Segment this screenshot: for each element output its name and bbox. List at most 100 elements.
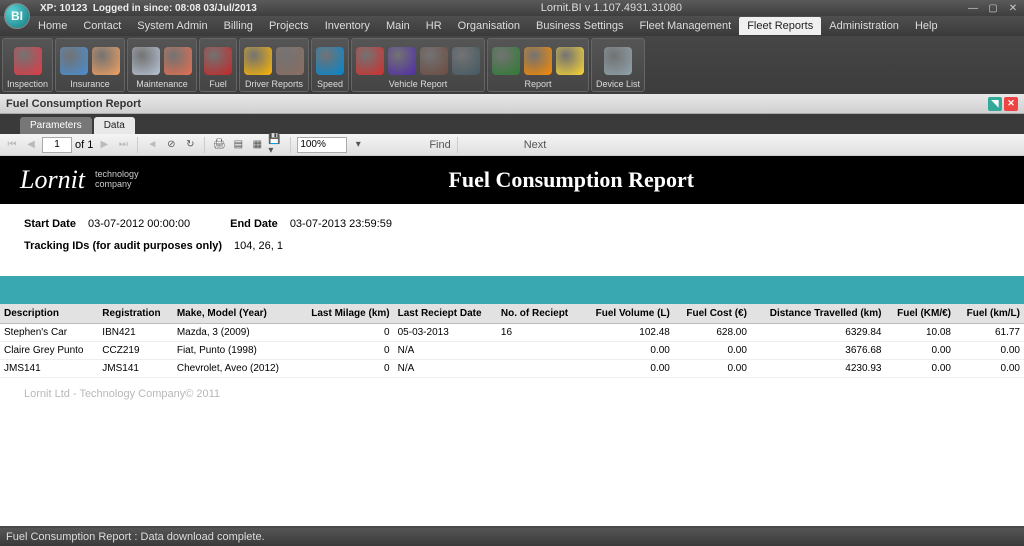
ribbon-icon bbox=[388, 47, 416, 75]
menu-organisation[interactable]: Organisation bbox=[450, 17, 528, 35]
ribbon-icon bbox=[356, 47, 384, 75]
ribbon-icon bbox=[276, 47, 304, 75]
zoom-dropdown[interactable]: ▾ bbox=[350, 137, 366, 153]
cell: 6329.84 bbox=[751, 324, 886, 342]
statusbar: Fuel Consumption Report : Data download … bbox=[0, 528, 1024, 546]
menu-help[interactable]: Help bbox=[907, 17, 946, 35]
menu-contact[interactable]: Contact bbox=[75, 17, 129, 35]
menu-billing[interactable]: Billing bbox=[216, 17, 261, 35]
end-date-label: End Date bbox=[230, 218, 278, 230]
cell: Claire Grey Punto bbox=[0, 342, 98, 360]
print-button[interactable]: 🖨 bbox=[211, 137, 227, 153]
ribbon-icon bbox=[524, 47, 552, 75]
cell: 0 bbox=[297, 360, 394, 378]
minimize-button[interactable]: — bbox=[966, 2, 980, 14]
menu-projects[interactable]: Projects bbox=[261, 17, 317, 35]
menu-fleet-reports[interactable]: Fleet Reports bbox=[739, 17, 821, 35]
ribbon-icon bbox=[452, 47, 480, 75]
col-header: Make, Model (Year) bbox=[173, 304, 297, 324]
ribbon-maintenance[interactable]: Maintenance bbox=[127, 38, 197, 92]
cell: 10.08 bbox=[885, 324, 955, 342]
cell: 0.00 bbox=[955, 360, 1024, 378]
ribbon: Inspection Insurance MaintenanceFuelDriver… bbox=[0, 36, 1024, 94]
stop-button[interactable]: ⊘ bbox=[163, 137, 179, 153]
tab-parameters[interactable]: Parameters bbox=[20, 117, 92, 134]
cell: 05-03-2013 bbox=[394, 324, 497, 342]
ribbon-icon bbox=[316, 47, 344, 75]
page-setup-button[interactable]: ▦ bbox=[249, 137, 265, 153]
close-button[interactable]: ✕ bbox=[1006, 2, 1020, 14]
maximize-button[interactable]: ▢ bbox=[986, 2, 1000, 14]
col-header: Registration bbox=[98, 304, 173, 324]
col-header: No. of Reciept bbox=[497, 304, 582, 324]
subtabs: ParametersData bbox=[0, 114, 1024, 134]
back-button[interactable]: ◄ bbox=[144, 137, 160, 153]
zoom-select[interactable] bbox=[297, 137, 347, 153]
cell: N/A bbox=[394, 342, 497, 360]
data-table: DescriptionRegistrationMake, Model (Year… bbox=[0, 304, 1024, 378]
teal-band bbox=[0, 276, 1024, 304]
table-row: JMS141JMS141Chevrolet, Aveo (2012)0N/A0.… bbox=[0, 360, 1024, 378]
ribbon-icon bbox=[60, 47, 88, 75]
restore-button[interactable]: ◥ bbox=[988, 97, 1002, 111]
document-title-bar: Fuel Consumption Report ◥ ✕ bbox=[0, 94, 1024, 114]
col-header: Distance Travelled (km) bbox=[751, 304, 886, 324]
ribbon-device-list[interactable]: Device List bbox=[591, 38, 645, 92]
table-row: Claire Grey PuntoCCZ219Fiat, Punto (1998… bbox=[0, 342, 1024, 360]
export-button[interactable]: 💾▾ bbox=[268, 137, 284, 153]
cell: 16 bbox=[497, 324, 582, 342]
col-header: Last Milage (km) bbox=[297, 304, 394, 324]
menu-administration[interactable]: Administration bbox=[821, 17, 907, 35]
ribbon-fuel[interactable]: Fuel bbox=[199, 38, 237, 92]
next-page-button[interactable]: ▶ bbox=[96, 137, 112, 153]
cell: Mazda, 3 (2009) bbox=[173, 324, 297, 342]
ribbon-inspection[interactable]: Inspection bbox=[2, 38, 53, 92]
next-find-button[interactable]: Next bbox=[524, 139, 547, 151]
start-date-label: Start Date bbox=[24, 218, 76, 230]
ribbon-label: Report bbox=[525, 79, 552, 89]
cell: 4230.93 bbox=[751, 360, 886, 378]
menu-fleet-management[interactable]: Fleet Management bbox=[631, 17, 739, 35]
first-page-button[interactable]: ⏮ bbox=[4, 137, 20, 153]
col-header: Fuel (KM/€) bbox=[885, 304, 955, 324]
ribbon-speed[interactable]: Speed bbox=[311, 38, 349, 92]
last-page-button[interactable]: ⏭ bbox=[115, 137, 131, 153]
cell: 0 bbox=[297, 324, 394, 342]
ribbon-icon bbox=[420, 47, 448, 75]
cell: Chevrolet, Aveo (2012) bbox=[173, 360, 297, 378]
refresh-button[interactable]: ↻ bbox=[182, 137, 198, 153]
ribbon-driver-reports[interactable]: Driver Reports bbox=[239, 38, 309, 92]
close-doc-button[interactable]: ✕ bbox=[1004, 97, 1018, 111]
cell: 102.48 bbox=[581, 324, 673, 342]
menu-main[interactable]: Main bbox=[378, 17, 418, 35]
ribbon-report[interactable]: Report bbox=[487, 38, 589, 92]
xp-label: XP: 10123 Logged in since: 08:08 03/Jul/… bbox=[40, 3, 257, 14]
layout-button[interactable]: ▤ bbox=[230, 137, 246, 153]
report-header: Lornit technologycompany Fuel Consumptio… bbox=[0, 156, 1024, 204]
prev-page-button[interactable]: ◀ bbox=[23, 137, 39, 153]
cell: 0.00 bbox=[581, 360, 673, 378]
cell: 0.00 bbox=[581, 342, 673, 360]
ribbon-vehicle-report[interactable]: Vehicle Report bbox=[351, 38, 485, 92]
menu-business-settings[interactable]: Business Settings bbox=[528, 17, 631, 35]
tab-data[interactable]: Data bbox=[94, 117, 135, 134]
menu-home[interactable]: Home bbox=[30, 17, 75, 35]
menu-inventory[interactable]: Inventory bbox=[317, 17, 378, 35]
menu-hr[interactable]: HR bbox=[418, 17, 450, 35]
table-row: Stephen's CarIBN421Mazda, 3 (2009)005-03… bbox=[0, 324, 1024, 342]
cell bbox=[497, 342, 582, 360]
ribbon-insurance[interactable]: Insurance bbox=[55, 38, 125, 92]
menubar: HomeContactSystem AdminBillingProjectsIn… bbox=[0, 16, 1024, 36]
find-button[interactable]: Find bbox=[429, 139, 450, 151]
company-logo-text: Lornit bbox=[20, 165, 85, 195]
page-input[interactable] bbox=[42, 137, 72, 153]
ribbon-label: Vehicle Report bbox=[389, 79, 448, 89]
col-header: Last Reciept Date bbox=[394, 304, 497, 324]
status-text: Fuel Consumption Report : Data download … bbox=[6, 531, 265, 543]
ribbon-label: Insurance bbox=[70, 79, 110, 89]
menu-system-admin[interactable]: System Admin bbox=[129, 17, 215, 35]
cell: Fiat, Punto (1998) bbox=[173, 342, 297, 360]
report-footer: Lornit Ltd - Technology Company© 2011 bbox=[0, 378, 1024, 410]
cell: 0.00 bbox=[674, 360, 751, 378]
company-subtitle: technologycompany bbox=[95, 170, 139, 190]
